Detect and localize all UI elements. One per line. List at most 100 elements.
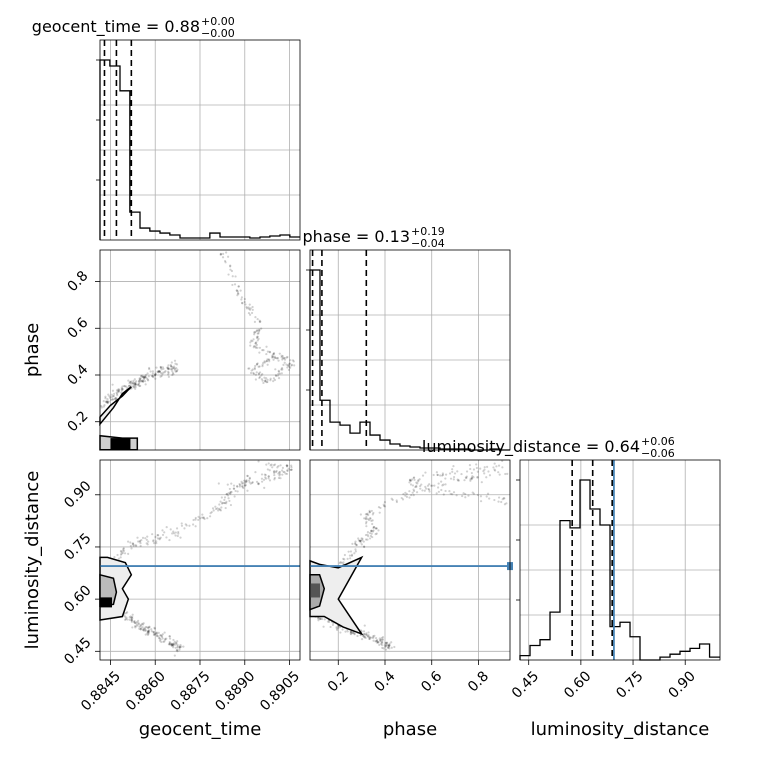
sample-point bbox=[129, 384, 132, 387]
sample-point bbox=[281, 368, 284, 371]
sample-point bbox=[123, 384, 126, 388]
sample-point bbox=[138, 384, 141, 388]
sample-point bbox=[470, 477, 473, 481]
sample-point bbox=[168, 538, 171, 542]
sample-point bbox=[168, 637, 172, 640]
title-text: luminosity_distance = 0.64 bbox=[422, 437, 640, 457]
sample-point bbox=[417, 480, 420, 483]
sample-point bbox=[157, 534, 160, 537]
sample-point bbox=[255, 363, 259, 366]
sample-point bbox=[448, 472, 452, 475]
sample-point bbox=[254, 345, 257, 348]
sample-point bbox=[172, 373, 175, 376]
sample-point bbox=[157, 635, 160, 638]
sample-point bbox=[185, 524, 188, 527]
sample-point bbox=[162, 367, 165, 370]
sample-point bbox=[455, 494, 458, 497]
sample-point bbox=[123, 552, 127, 555]
sample-point bbox=[395, 499, 398, 502]
sample-point bbox=[128, 381, 131, 385]
sample-point bbox=[501, 498, 504, 501]
sample-point bbox=[258, 319, 261, 322]
sample-point bbox=[236, 292, 240, 295]
sample-point bbox=[168, 367, 171, 370]
sample-point bbox=[238, 485, 241, 488]
sample-point bbox=[365, 632, 368, 635]
sample-point bbox=[377, 506, 381, 509]
sample-point bbox=[272, 352, 275, 356]
sample-point bbox=[288, 362, 292, 365]
sample-point bbox=[176, 646, 179, 649]
sample-point bbox=[260, 477, 264, 480]
sample-point bbox=[167, 367, 170, 371]
sample-point bbox=[277, 472, 280, 475]
sample-point bbox=[354, 540, 357, 543]
sample-point bbox=[117, 390, 120, 394]
sample-point bbox=[111, 398, 114, 401]
sample-point bbox=[141, 379, 144, 382]
sample-point bbox=[379, 638, 383, 641]
sample-point bbox=[369, 534, 373, 538]
sample-point bbox=[130, 619, 133, 622]
sample-point bbox=[130, 620, 133, 623]
sample-point bbox=[254, 330, 257, 333]
sample-point bbox=[375, 639, 378, 642]
sample-point bbox=[257, 482, 260, 485]
sample-point bbox=[436, 473, 439, 477]
sample-point bbox=[391, 498, 394, 501]
sample-point bbox=[410, 493, 413, 497]
sample-point bbox=[503, 503, 507, 506]
histogram-panel-phase bbox=[306, 249, 511, 451]
sample-point bbox=[154, 373, 157, 376]
sample-point bbox=[133, 621, 136, 624]
sample-point bbox=[367, 513, 370, 517]
sample-point bbox=[278, 372, 282, 375]
sample-point bbox=[375, 527, 378, 530]
sample-point bbox=[381, 646, 384, 649]
sample-point bbox=[371, 522, 374, 526]
sample-point bbox=[262, 478, 266, 481]
sample-point bbox=[249, 341, 252, 344]
sample-point bbox=[286, 464, 289, 467]
sample-point bbox=[476, 470, 479, 473]
sample-point bbox=[175, 370, 178, 373]
sample-point bbox=[158, 537, 161, 540]
sample-point bbox=[432, 473, 435, 477]
sample-point bbox=[382, 647, 385, 650]
sample-point bbox=[243, 297, 246, 301]
sample-point bbox=[143, 380, 147, 383]
sample-point bbox=[120, 552, 123, 555]
sample-point bbox=[255, 343, 258, 346]
sample-point bbox=[280, 372, 283, 375]
y-axis-label: luminosity_distance bbox=[22, 471, 43, 650]
sample-point bbox=[286, 364, 290, 367]
sample-point bbox=[338, 561, 341, 565]
sample-point bbox=[276, 374, 280, 377]
y-axis-label: phase bbox=[22, 323, 43, 377]
x-tick-label: 0.8905 bbox=[257, 668, 303, 714]
sample-point bbox=[251, 481, 254, 484]
sample-point bbox=[139, 541, 142, 545]
sample-point bbox=[271, 354, 274, 357]
sample-point bbox=[265, 360, 268, 363]
sample-point bbox=[404, 491, 407, 494]
sample-point bbox=[486, 492, 490, 495]
sample-point bbox=[372, 511, 375, 515]
sample-point bbox=[240, 482, 244, 485]
sample-point bbox=[155, 540, 158, 543]
sample-point bbox=[174, 534, 177, 537]
sample-point bbox=[347, 550, 350, 553]
sample-point bbox=[285, 464, 288, 467]
sample-point bbox=[224, 261, 227, 264]
sample-point bbox=[341, 628, 344, 631]
sample-point bbox=[251, 305, 254, 309]
sample-point bbox=[471, 475, 474, 478]
sample-point bbox=[470, 477, 474, 480]
sample-point bbox=[146, 372, 149, 375]
sample-point bbox=[174, 531, 177, 534]
sample-point bbox=[109, 398, 113, 402]
sample-point bbox=[152, 630, 155, 634]
sample-point bbox=[475, 466, 478, 470]
sample-point bbox=[244, 481, 247, 484]
sample-point bbox=[118, 388, 121, 391]
